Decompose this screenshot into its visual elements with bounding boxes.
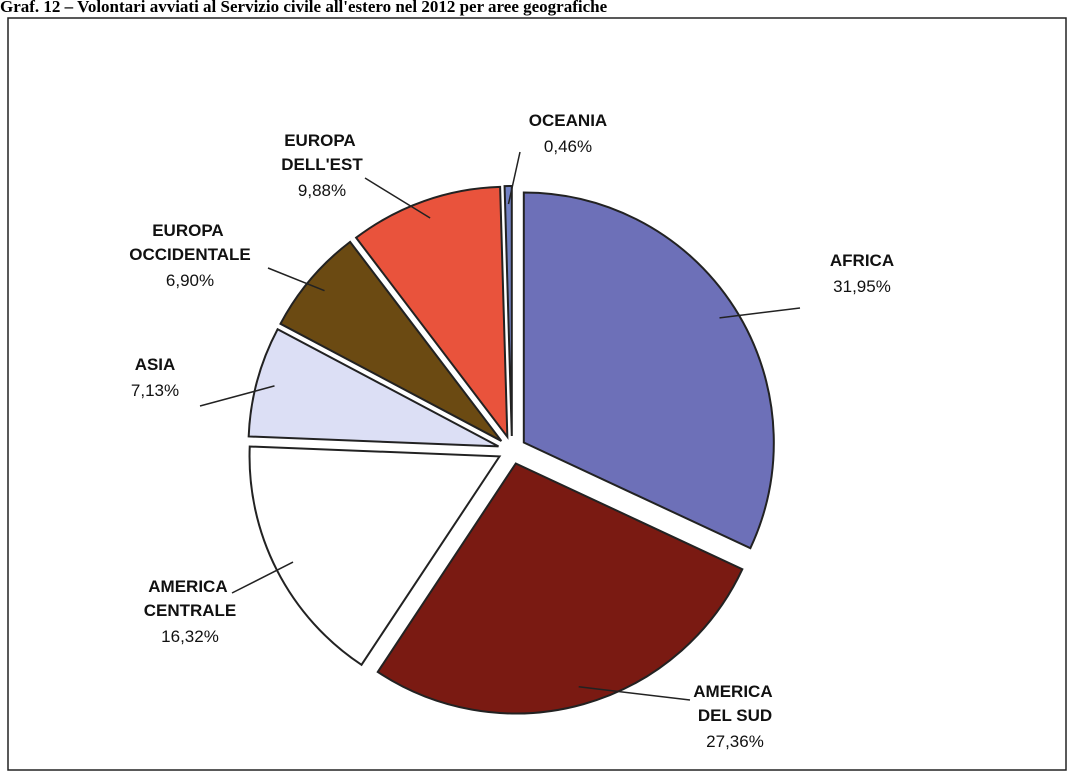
frame [7,17,1067,771]
leader-line [199,385,275,407]
value-label: 27,36% [706,732,764,751]
leader-line [719,307,801,319]
value-label: 9,88% [298,181,346,200]
value-label: 7,13% [131,381,179,400]
slice-label: America centrale [144,577,237,620]
pie-slice [247,327,499,448]
value-label: 6,90% [166,271,214,290]
chart-title: Graf. 12 – Volontari avviati al Servizio… [0,0,608,16]
leader-line [267,267,325,292]
slice-label: Africa [830,251,894,270]
leader-line [231,561,294,594]
pie-slice [279,240,503,442]
slice-label: America del Sud [693,682,776,725]
pie-slice [522,191,775,550]
value-label: 0,46% [544,137,592,156]
value-label: 16,32% [161,627,219,646]
value-label: 31,95% [833,277,891,296]
leader-line [364,177,431,219]
leader-line [507,151,521,205]
leader-line [578,686,691,701]
pie-slice [354,185,509,440]
slice-label: Oceania [529,111,607,130]
pie-slice [376,462,744,715]
slice-label: Asia [135,355,176,374]
slice-label: Europa occidentale [129,221,251,264]
slice-label: Europa dell'Est [281,131,363,174]
